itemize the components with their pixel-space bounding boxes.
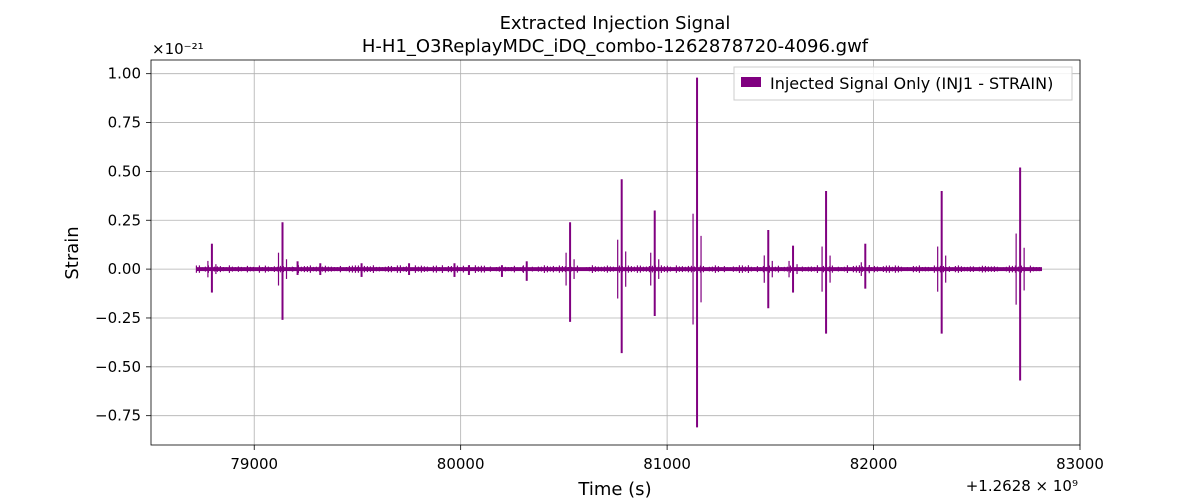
y-tick-label: 0.50 — [108, 162, 141, 180]
chart-title: Extracted Injection Signal — [500, 13, 731, 34]
x-tick-label: 83000 — [1056, 455, 1104, 473]
x-tick-label: 81000 — [643, 455, 691, 473]
y-tick-label: −0.50 — [95, 358, 141, 376]
x-axis-label: Time (s) — [577, 479, 651, 500]
legend-box — [733, 66, 1073, 101]
plot-frame — [150, 59, 1081, 446]
tick-group: 79000 80000 81000 82000 83000 −0.75 −0.50 −0.25… — [95, 65, 1104, 473]
y-tick-label: 0.25 — [108, 211, 141, 229]
y-tick-label: 0.75 — [108, 114, 141, 132]
y-tick-label: −0.25 — [95, 309, 141, 327]
legend: Injected Signal Only (INJ1 - STRAIN) — [733, 66, 1073, 101]
y-multiplier-label: ×10⁻²¹ — [152, 40, 204, 58]
x-offset-label: +1.2628 × 10⁹ — [966, 477, 1078, 495]
y-tick-label: 0.00 — [108, 260, 141, 278]
plot-area — [151, 60, 1080, 445]
chart-subtitle: H-H1_O3ReplayMDC_iDQ_combo-1262878720-40… — [362, 36, 869, 57]
legend-entry-label: Injected Signal Only (INJ1 - STRAIN) — [770, 74, 1053, 93]
title-block: Extracted Injection Signal H-H1_O3Replay… — [362, 13, 869, 57]
series-injected-signal — [195, 77, 1043, 428]
y-axis-label: Strain — [62, 226, 83, 279]
legend-swatch — [741, 77, 761, 87]
y-tick-label: 1.00 — [108, 65, 141, 83]
x-tick-label: 80000 — [437, 455, 485, 473]
x-tick-label: 79000 — [230, 455, 278, 473]
y-tick-label: −0.75 — [95, 407, 141, 425]
x-tick-label: 82000 — [850, 455, 898, 473]
